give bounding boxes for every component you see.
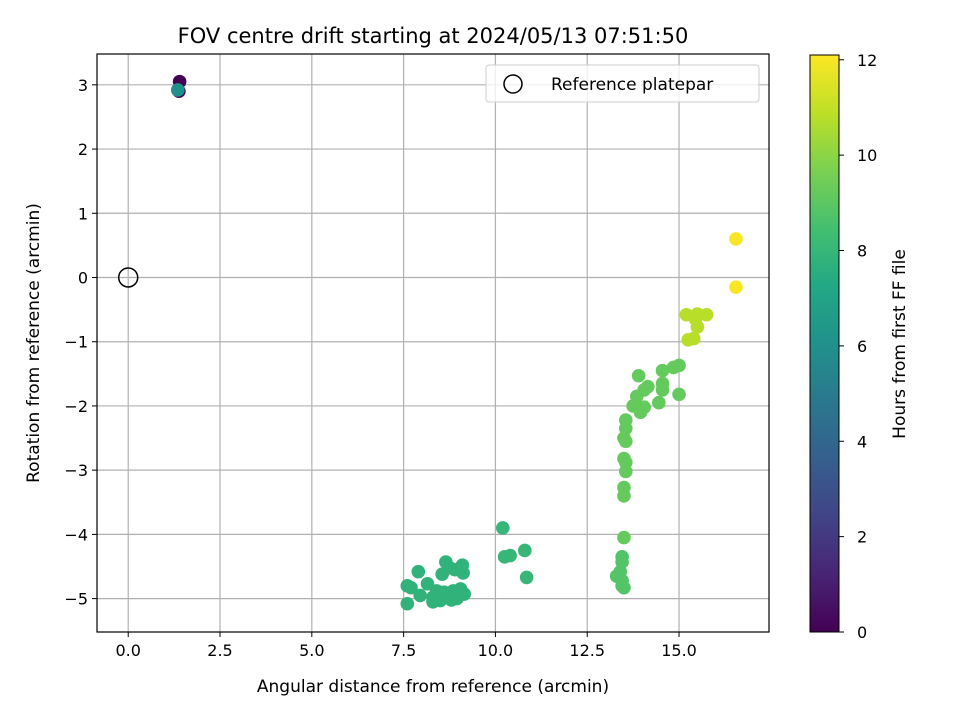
colorbar-tick-label: 12 <box>857 51 877 70</box>
y-axis-label: Rotation from reference (arcmin) <box>24 203 44 483</box>
data-point <box>503 548 517 563</box>
x-tick-label: 5.0 <box>299 641 324 660</box>
data-point <box>655 383 670 397</box>
data-point <box>617 530 631 545</box>
data-point <box>519 570 534 585</box>
legend-reference-label: Reference platepar <box>551 75 713 95</box>
y-tick-label: −2 <box>64 397 88 416</box>
colorbar-tick-label: 10 <box>857 146 877 165</box>
data-point <box>617 580 631 595</box>
x-tick-label: 2.5 <box>207 641 232 660</box>
x-tick-label: 0.0 <box>115 641 140 660</box>
data-point <box>413 588 427 603</box>
data-point <box>457 587 472 601</box>
data-point <box>617 480 631 495</box>
x-axis-ticks: 0.0 2.5 5.0 7.5 10.0 12.5 15.0 <box>115 632 697 660</box>
y-axis-ticks: −5 −4 −3 −2 −1 0 1 2 3 <box>64 76 97 609</box>
legend-box <box>485 64 760 103</box>
data-point <box>495 521 510 535</box>
colorbar-tick-label: 4 <box>857 432 867 451</box>
data-point <box>699 307 714 322</box>
x-tick-label: 12.5 <box>569 641 605 660</box>
reference-point <box>117 267 139 288</box>
grid-lines <box>97 54 769 632</box>
data-point <box>729 280 743 294</box>
colorbar-gradient <box>809 54 840 633</box>
data-point <box>518 543 532 558</box>
data-point <box>400 596 415 611</box>
y-tick-label: 0 <box>78 268 88 287</box>
data-point <box>456 566 470 580</box>
chart-title: FOV centre drift starting at 2024/05/13 … <box>178 24 689 48</box>
data-point <box>404 580 418 595</box>
data-point <box>652 395 666 410</box>
data-point <box>655 363 670 378</box>
y-tick-label: −1 <box>64 333 88 352</box>
colorbar-tick-label: 8 <box>857 242 867 261</box>
data-point <box>170 83 185 97</box>
legend: Reference platepar <box>485 64 760 103</box>
colorbar-tick-label: 2 <box>857 528 867 547</box>
plot-frame <box>96 53 770 633</box>
data-point <box>618 413 633 427</box>
reference-marker <box>117 267 139 288</box>
colorbar-tick-label: 6 <box>857 337 867 356</box>
x-tick-label: 15.0 <box>661 641 697 660</box>
colorbar-tick-label: 0 <box>857 623 867 642</box>
data-point <box>618 455 633 470</box>
data-point <box>615 555 629 569</box>
x-tick-label: 10.0 <box>478 641 514 660</box>
x-tick-label: 7.5 <box>391 641 416 660</box>
data-point <box>686 331 701 346</box>
data-point <box>690 320 705 334</box>
data-point <box>631 368 646 383</box>
colorbar-label: Hours from first FF file <box>890 249 910 439</box>
data-point <box>637 400 651 415</box>
y-tick-label: −3 <box>64 461 88 480</box>
y-tick-label: 1 <box>78 204 88 223</box>
data-point <box>420 577 435 591</box>
data-point <box>411 564 426 579</box>
legend-reference-marker <box>503 74 523 94</box>
data-point <box>729 232 743 246</box>
x-axis-label: Angular distance from reference (arcmin) <box>257 677 609 697</box>
scatter-points <box>170 74 743 611</box>
colorbar: 0 2 4 6 8 10 12 Hours from first FF file <box>809 51 910 642</box>
data-point <box>672 387 686 402</box>
data-point <box>672 358 686 373</box>
data-point <box>641 379 655 394</box>
colorbar-ticks: 0 2 4 6 8 10 12 <box>839 51 877 642</box>
y-tick-label: −5 <box>64 590 88 609</box>
y-tick-label: 2 <box>78 140 88 159</box>
y-tick-label: −4 <box>64 525 88 544</box>
y-tick-label: 3 <box>78 76 88 95</box>
